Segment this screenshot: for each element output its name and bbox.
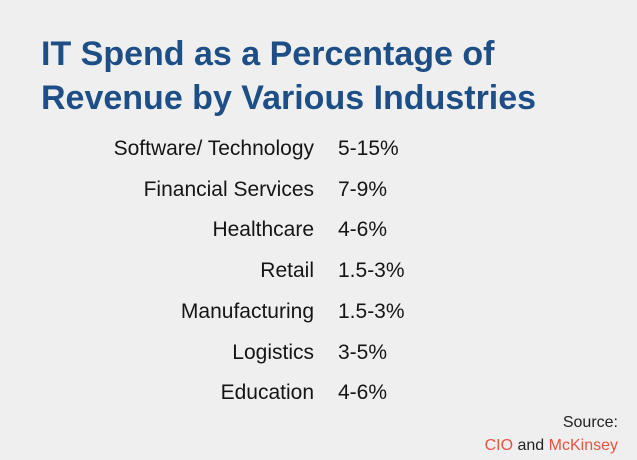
table-row: Financial Services 7-9% xyxy=(0,175,637,205)
table-row: Retail 1.5-3% xyxy=(0,256,637,286)
industry-label: Software/ Technology xyxy=(113,137,314,160)
source-name: McKinsey xyxy=(548,437,618,454)
spend-value: 3-5% xyxy=(338,340,388,364)
industry-label: Retail xyxy=(260,259,314,283)
source-names: CIO and McKinsey xyxy=(485,437,618,455)
source-name: CIO xyxy=(484,437,514,454)
table-row: Logistics 3-5% xyxy=(0,338,637,368)
spend-value: 4-6% xyxy=(338,218,388,242)
table-row: Healthcare 4-6% xyxy=(0,215,637,245)
industry-label: Education xyxy=(220,381,314,405)
spend-value: 1.5-3% xyxy=(338,259,405,283)
industry-label: Logistics xyxy=(232,340,314,364)
source-connector: and xyxy=(517,437,545,454)
title-line: IT Spend as a Percentage of xyxy=(41,35,495,73)
table-row: Software/ Technology 5-15% xyxy=(0,134,637,164)
source-label: Source: xyxy=(562,414,618,431)
industry-label: Manufacturing xyxy=(180,299,314,323)
table-row: Manufacturing 1.5-3% xyxy=(0,297,637,327)
title-line: Revenue by Various Industries xyxy=(41,79,537,117)
table-row: Education 4-6% xyxy=(0,378,637,408)
industry-label: Healthcare xyxy=(212,218,314,242)
spend-value: 1.5-3% xyxy=(338,299,405,323)
spend-value: 7-9% xyxy=(338,177,388,201)
spend-value: 5-15% xyxy=(338,137,399,160)
spend-value: 4-6% xyxy=(338,381,388,405)
industry-label: Financial Services xyxy=(143,177,314,201)
